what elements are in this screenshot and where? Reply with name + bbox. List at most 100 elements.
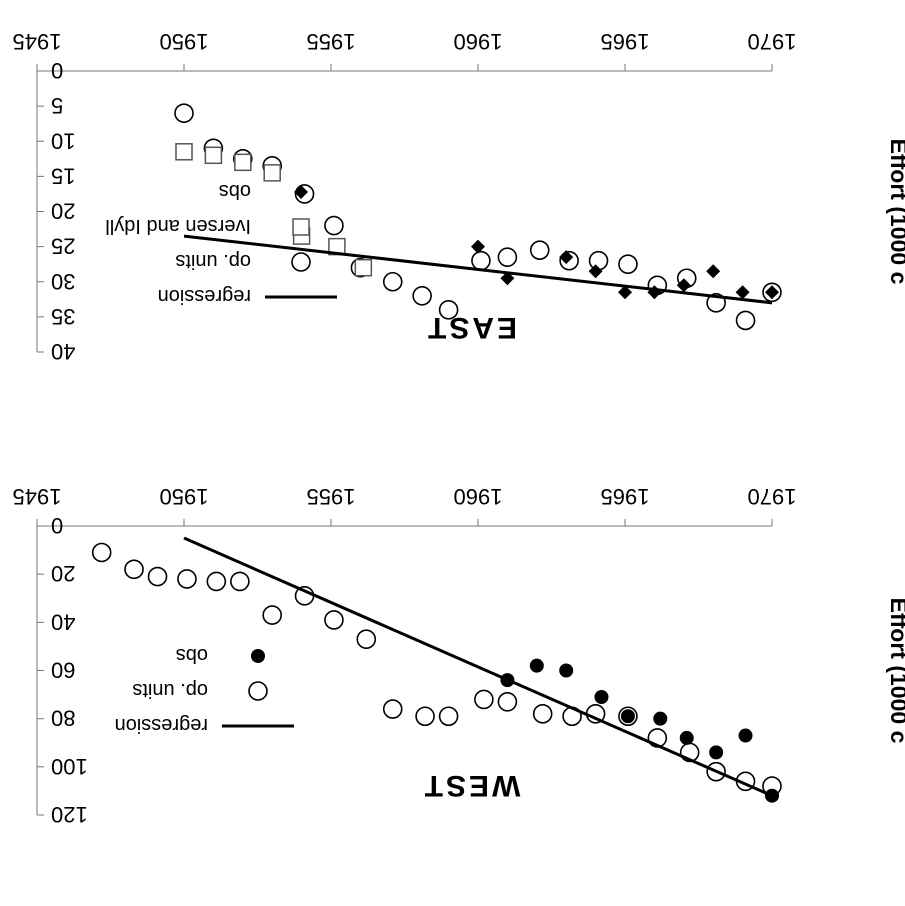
open-square-point	[175, 143, 193, 161]
y-axis-title: Effort (1000 c	[886, 598, 905, 744]
x-tick-label: 1950	[160, 484, 209, 509]
open-circle-point	[412, 286, 432, 306]
chart-east: 1945 1950 1955 1960 1965 1970 0 5 10 15 20 25 30 35 40…	[13, 29, 905, 364]
open-circle-point	[474, 689, 494, 710]
legend-label: obs	[176, 644, 208, 666]
filled-diamond-point	[676, 278, 691, 293]
x-tick-label: 1945	[13, 484, 62, 509]
panel-title: WEST	[422, 769, 521, 802]
legend-symbol	[294, 185, 308, 199]
filled-diamond-point	[559, 250, 574, 265]
filled-circle-point	[594, 689, 609, 704]
x-tick-label: 1950	[160, 29, 209, 54]
series-filled-circle	[500, 658, 779, 803]
series-filled-diamond	[471, 239, 779, 300]
open-circle-point	[324, 610, 344, 630]
filled-circle-point	[559, 663, 574, 678]
legend-symbol	[292, 218, 310, 236]
series-open-circle	[91, 542, 782, 796]
open-circle-point	[382, 699, 403, 719]
open-circle-point	[174, 103, 194, 123]
y-tick-label: 0	[51, 58, 63, 83]
x-tick-label: 1955	[307, 29, 356, 54]
filled-diamond-point	[618, 285, 632, 300]
filled-diamond-point	[588, 264, 603, 279]
filled-diamond-point	[500, 271, 515, 286]
x-tick-label: 1965	[601, 484, 650, 509]
open-circle-point	[356, 629, 377, 649]
y-tick-label: 80	[51, 706, 75, 731]
open-circle-point	[262, 605, 283, 625]
y-tick-label: 35	[51, 304, 75, 329]
y-tick-label: 25	[51, 234, 75, 259]
open-circle-point	[177, 569, 197, 589]
x-tick-label: 1955	[307, 484, 356, 509]
open-circle-point	[471, 250, 491, 271]
x-tick-label: 1970	[748, 29, 797, 54]
open-circle-point	[438, 300, 459, 320]
filled-circle-point	[620, 709, 635, 724]
legend-symbol	[248, 681, 268, 701]
y-axis-title: Effort (1000 c	[886, 139, 905, 285]
open-circle-point	[618, 254, 638, 274]
y-tick-label: 40	[51, 339, 75, 364]
y-tick-label: 10	[51, 128, 75, 153]
regression-line	[183, 234, 773, 305]
open-circle-point	[529, 240, 550, 260]
regression-line	[183, 536, 773, 798]
legend-label: op. units	[132, 679, 208, 701]
filled-circle-point	[738, 728, 753, 743]
filled-circle-point	[653, 711, 668, 726]
x-tick-label: 1945	[13, 29, 62, 54]
y-tick-label: 20	[51, 561, 75, 586]
x-tick-label: 1970	[748, 484, 797, 509]
x-tick-label: 1965	[601, 29, 650, 54]
series-line	[183, 536, 773, 798]
legend-label: regression	[158, 285, 251, 307]
open-square-point	[234, 153, 252, 172]
open-circle-point	[206, 571, 227, 592]
y-tick-label: 0	[51, 513, 63, 538]
open-square-point	[354, 258, 373, 277]
y-tick-label: 100	[51, 754, 88, 779]
legend-label: obs	[219, 180, 251, 202]
legend-symbol	[251, 649, 265, 663]
filled-diamond-point	[706, 264, 721, 279]
y-tick-label: 60	[51, 658, 75, 683]
open-circle-point	[438, 706, 459, 727]
open-circle-point	[532, 704, 553, 724]
y-tick-label: 5	[51, 93, 63, 118]
legend-label: Iversen and Idyll	[105, 215, 251, 237]
open-circle-point	[324, 215, 344, 236]
filled-diamond-point	[471, 239, 485, 254]
panel-title: EAST	[425, 311, 517, 344]
legend: regression op. units obs	[115, 644, 294, 736]
filled-diamond-point	[735, 285, 750, 300]
x-tick-label: 1960	[454, 29, 503, 54]
open-circle-point	[497, 692, 518, 712]
open-circle-point	[415, 706, 435, 727]
open-circle-point	[382, 271, 403, 292]
filled-diamond-point	[765, 285, 779, 300]
filled-circle-point	[709, 745, 724, 760]
open-circle-point	[91, 542, 112, 563]
legend: regression op. units Iversen and Idyll obs	[105, 180, 337, 307]
legend-label: op. units	[175, 250, 251, 272]
open-circle-point	[497, 247, 518, 267]
open-square-point	[263, 164, 281, 182]
legend-symbol	[291, 252, 311, 272]
x-tick-label: 1960	[454, 484, 503, 509]
open-circle-point	[230, 571, 250, 592]
open-circle-point	[124, 559, 144, 580]
filled-circle-point	[679, 730, 694, 745]
series-line	[183, 234, 773, 305]
chart-west: 1945 1950 1955 1960 1965 1970 0 20 40 60 80 100 120 E…	[13, 484, 905, 827]
open-circle-point	[588, 250, 609, 271]
y-tick-label: 40	[51, 609, 75, 634]
open-circle-point	[147, 566, 168, 587]
y-tick-label: 120	[51, 802, 88, 827]
y-tick-label: 20	[51, 199, 75, 224]
open-square-point	[204, 146, 223, 165]
filled-circle-point	[765, 788, 779, 803]
